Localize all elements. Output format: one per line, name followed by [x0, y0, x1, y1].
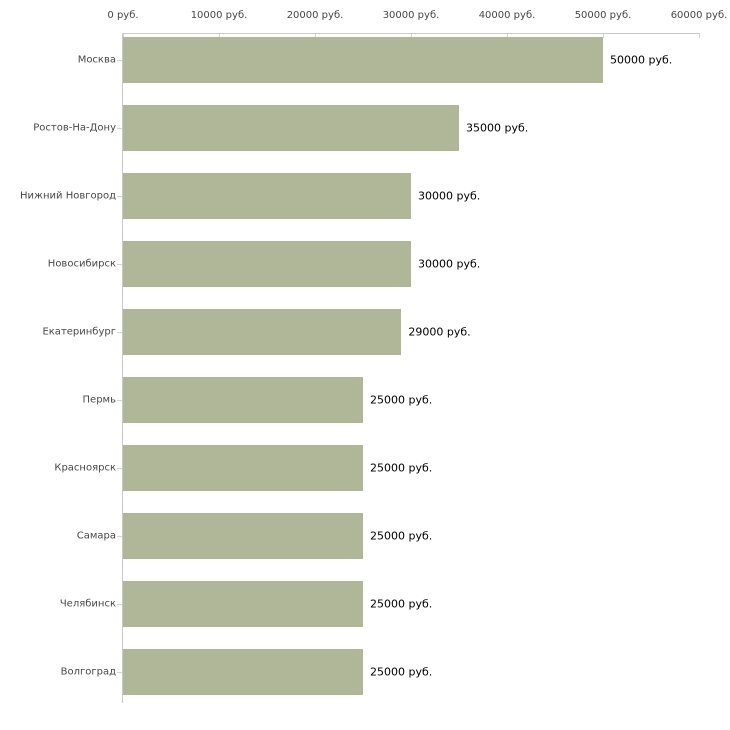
category-label: Новосибирск	[47, 258, 116, 270]
y-axis-tick-mark	[117, 400, 122, 401]
category-label: Москва	[77, 54, 116, 66]
bar	[123, 445, 363, 491]
bar-row: Самара 25000 руб.	[77, 513, 699, 559]
value-label: 50000 руб.	[610, 53, 673, 67]
value-label: 25000 руб.	[370, 529, 433, 543]
bar	[123, 241, 411, 287]
x-axis-tick-label: 0 руб.	[107, 10, 139, 21]
x-axis-tick-mark	[699, 34, 700, 38]
value-label: 25000 руб.	[370, 461, 433, 475]
bar-row: Челябинск 25000 руб.	[60, 581, 699, 627]
y-axis-tick-mark	[117, 60, 122, 61]
bar-row: Ростов-На-Дону 35000 руб.	[33, 105, 699, 151]
x-axis-tick-mark	[507, 34, 508, 38]
category-label: Красноярск	[54, 462, 116, 474]
bar-row: Пермь 25000 руб.	[83, 377, 699, 423]
x-axis-tick-label: 30000 руб.	[382, 10, 440, 21]
value-label: 30000 руб.	[418, 189, 481, 203]
bar	[123, 173, 411, 219]
x-axis-tick-mark	[123, 34, 124, 38]
bar	[123, 513, 363, 559]
x-axis-tick-label: 10000 руб.	[190, 10, 248, 21]
y-axis-tick-mark	[117, 672, 122, 673]
category-label: Самара	[76, 530, 116, 542]
bar-rows: Москва 50000 руб. Ростов-На-Дону 35000 р…	[20, 33, 699, 703]
bar	[123, 105, 459, 151]
bar	[123, 649, 363, 695]
x-axis: 0 руб. 10000 руб. 20000 руб. 30000 руб. 4000…	[107, 10, 727, 24]
y-axis-tick-mark	[117, 196, 122, 197]
bar	[123, 377, 363, 423]
x-axis-tick-mark	[219, 34, 220, 38]
bar	[123, 37, 603, 83]
bar-row: Красноярск 25000 руб.	[54, 445, 699, 491]
x-axis-tick-label: 50000 руб.	[574, 10, 632, 21]
bar	[123, 309, 402, 355]
y-axis-tick-mark	[117, 332, 122, 333]
value-label: 25000 руб.	[370, 665, 433, 679]
value-label: 30000 руб.	[418, 257, 481, 271]
category-label: Пермь	[82, 394, 116, 406]
category-label: Ростов-На-Дону	[33, 122, 116, 134]
y-axis-tick-mark	[117, 536, 122, 537]
x-axis-tick-label: 60000 руб.	[670, 10, 728, 21]
value-label: 35000 руб.	[466, 121, 529, 135]
bar-row: Москва 50000 руб.	[78, 37, 699, 83]
bar-row: Волгоград 25000 руб.	[61, 649, 699, 695]
category-label: Нижний Новгород	[19, 190, 116, 202]
category-label: Екатеринбург	[42, 326, 116, 338]
x-axis-tick-label: 20000 руб.	[286, 10, 344, 21]
y-axis-tick-mark	[117, 468, 122, 469]
x-axis-tick-mark	[603, 34, 604, 38]
category-label: Челябинск	[59, 598, 116, 610]
x-axis-line	[122, 33, 700, 34]
x-axis-tick-mark	[411, 34, 412, 38]
x-axis-tick-mark	[315, 34, 316, 38]
value-label: 29000 руб.	[408, 325, 471, 339]
y-axis-tick-mark	[117, 128, 122, 129]
value-label: 25000 руб.	[370, 597, 433, 611]
x-axis-tick-marks	[123, 34, 700, 39]
bar-row: Екатеринбург 29000 руб.	[42, 309, 699, 355]
y-axis-tick-mark	[117, 264, 122, 265]
x-axis-tick-label: 40000 руб.	[478, 10, 536, 21]
y-axis-tick-mark	[117, 604, 122, 605]
bar-row: Новосибирск 30000 руб.	[48, 241, 699, 287]
value-label: 25000 руб.	[370, 393, 433, 407]
bar-row: Нижний Новгород 30000 руб.	[20, 173, 699, 219]
category-label: Волгоград	[60, 666, 116, 678]
bar	[123, 581, 363, 627]
y-axis-line	[122, 33, 123, 703]
